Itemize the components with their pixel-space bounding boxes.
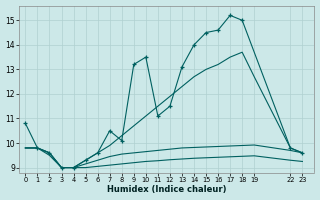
X-axis label: Humidex (Indice chaleur): Humidex (Indice chaleur)	[107, 185, 227, 194]
